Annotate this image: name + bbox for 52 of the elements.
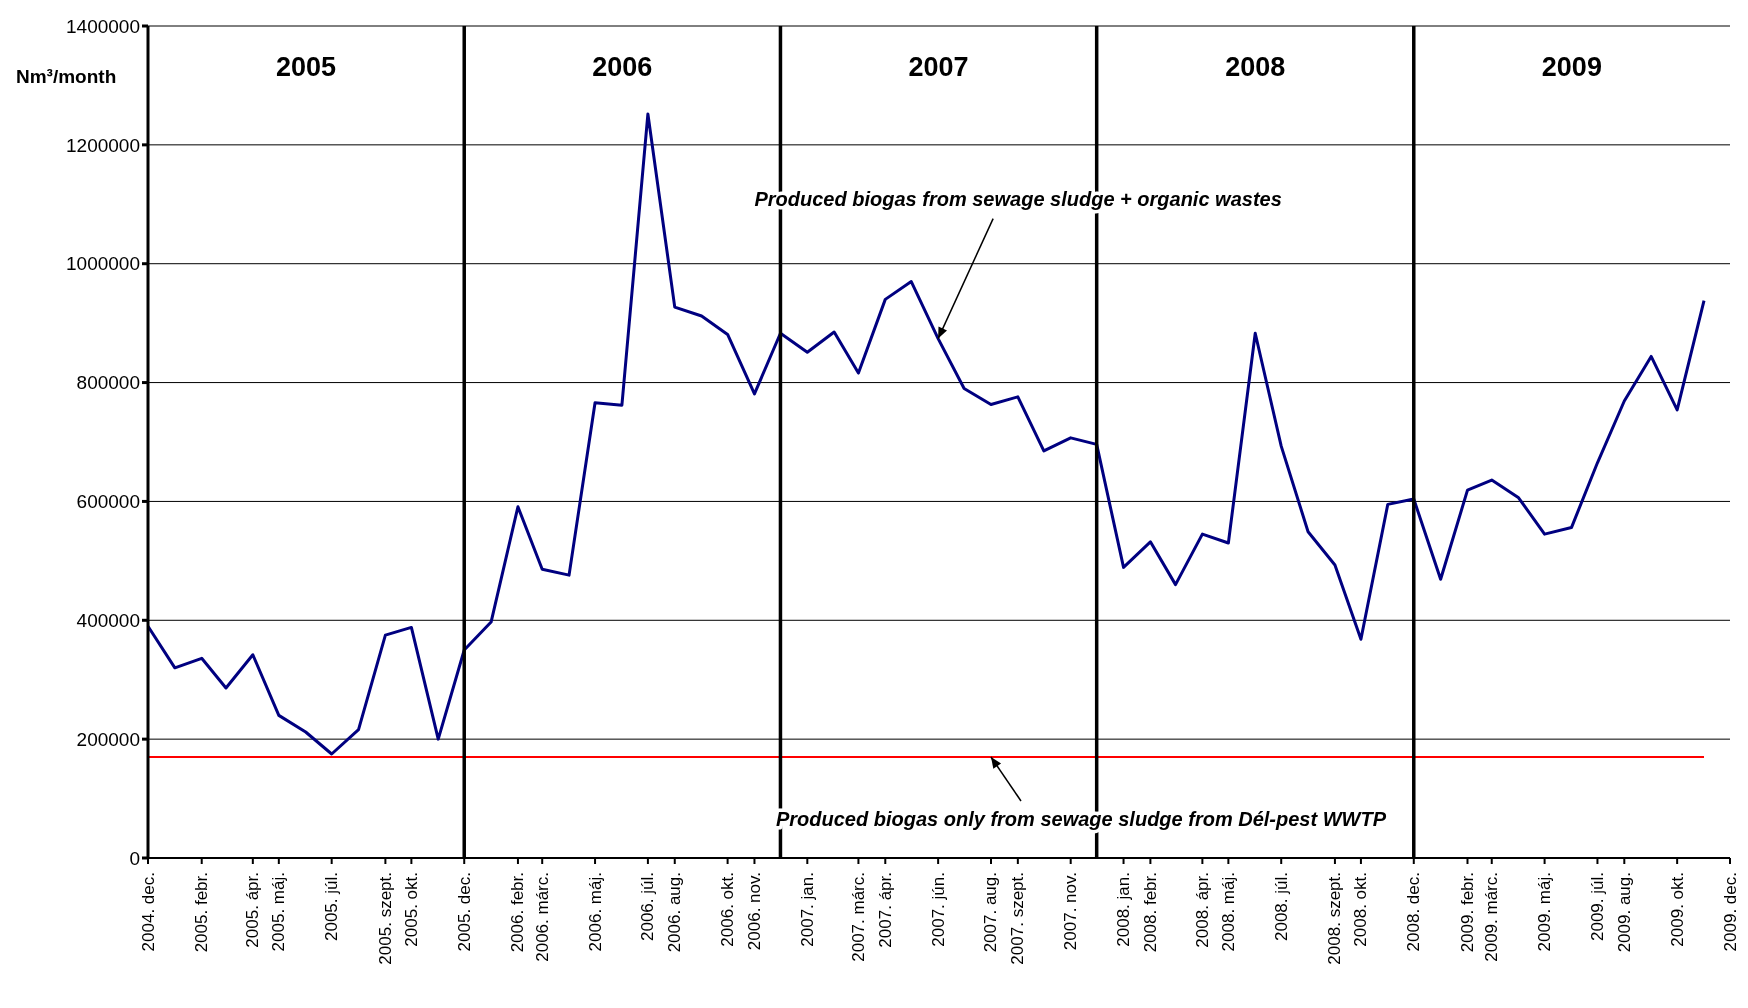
y-axis-title: Nm³/month [16, 66, 117, 88]
annotation: 2006 [591, 52, 654, 83]
x-tick-label: 2006. nov. [744, 872, 764, 951]
x-tick-label: 2007. aug. [981, 872, 1001, 953]
x-tick-label: 2005. szept. [375, 872, 395, 965]
x-tick-label: 2008. febr. [1140, 872, 1160, 953]
x-tick-label: 2006. márc. [532, 872, 552, 962]
x-tick-label: 2007. márc. [848, 872, 868, 962]
x-tick-label: 2009. márc. [1482, 872, 1502, 962]
annotation: 2007 [907, 52, 970, 83]
x-tick-label: 2007. nov. [1061, 872, 1081, 951]
x-tick-label: 2008. okt. [1351, 872, 1371, 947]
x-tick-label: 2007. jan. [797, 872, 817, 947]
x-tick-label: 2009. okt. [1667, 872, 1687, 947]
annotation: 2008 [1224, 52, 1287, 83]
x-tick-label: 2006. okt. [718, 872, 738, 947]
y-tick-label: 0 [129, 847, 140, 869]
annotation: 2009 [1540, 52, 1603, 83]
x-tick-label: 2008. máj. [1218, 872, 1238, 952]
x-tick-label: 2007. szept. [1008, 872, 1028, 965]
x-tick-label: 2005. febr. [192, 872, 212, 953]
x-tick-label: 2005. dec. [454, 872, 474, 952]
x-tick-label: 2009. máj. [1535, 872, 1555, 952]
x-tick-label: 2009. aug. [1614, 872, 1634, 953]
y-tick-label: 200000 [76, 728, 140, 750]
x-tick-label: 2009. dec. [1720, 872, 1740, 952]
x-tick-label: 2008. jan. [1114, 872, 1134, 947]
x-tick-label: 2005. ápr. [243, 872, 263, 948]
x-tick-label: 2006. aug. [665, 872, 685, 953]
x-tick-label: 2007. ápr. [875, 872, 895, 948]
x-tick-label: 2007. jún. [928, 872, 948, 947]
y-tick-label: 1200000 [66, 134, 140, 156]
x-tick-label: 2008. szept. [1325, 872, 1345, 965]
x-tick-label: 2008. dec. [1404, 872, 1424, 952]
x-tick-label: 2008. júl. [1271, 872, 1291, 941]
x-tick-label: 2008. ápr. [1192, 872, 1212, 948]
y-tick-label: 1400000 [66, 15, 140, 37]
x-tick-label: 2009. febr. [1457, 872, 1477, 953]
x-tick-label: 2006. febr. [508, 872, 528, 953]
y-tick-label: 1000000 [66, 253, 140, 275]
x-tick-label: 2004. dec. [138, 872, 158, 952]
annotation: 2005 [275, 52, 338, 83]
x-tick-label: 2006. máj. [585, 872, 605, 952]
y-tick-label: 800000 [76, 372, 140, 394]
x-tick-label: 2006. júl. [638, 872, 658, 941]
x-tick-label: 2005. júl. [322, 872, 342, 941]
x-tick-label: 2005. máj. [269, 872, 289, 952]
x-tick-label: 2005. okt. [401, 872, 421, 947]
x-tick-label: 2009. júl. [1587, 872, 1607, 941]
y-tick-label: 400000 [76, 610, 140, 632]
line-series [148, 112, 1706, 756]
y-tick-label: 600000 [76, 491, 140, 513]
